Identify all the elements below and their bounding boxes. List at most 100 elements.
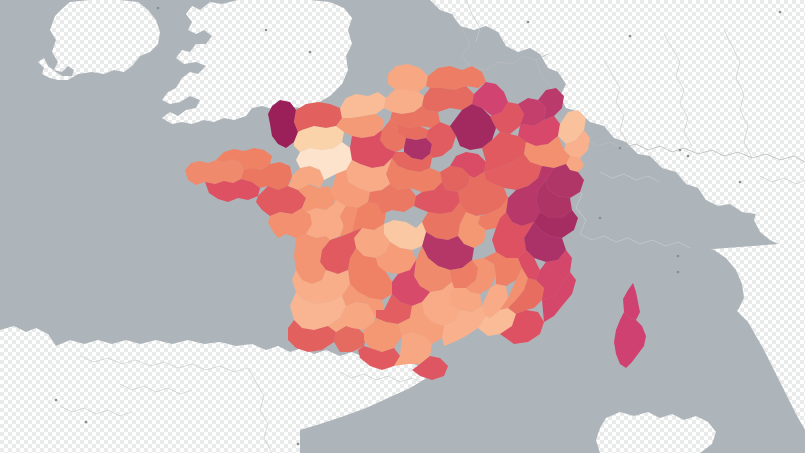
dept-04[interactable] <box>508 278 544 314</box>
dept-17[interactable] <box>294 234 330 284</box>
landmass-continental-europe <box>430 0 805 262</box>
dept-45[interactable] <box>386 158 442 192</box>
dept-02[interactable] <box>422 86 474 112</box>
dept-43[interactable] <box>450 260 478 288</box>
dept-70[interactable] <box>524 136 570 168</box>
dept-46[interactable] <box>392 260 430 306</box>
dept-90[interactable] <box>566 156 584 172</box>
dept-18[interactable] <box>368 184 416 214</box>
dept-48[interactable] <box>450 288 482 312</box>
dept-08[interactable] <box>472 82 508 116</box>
dept-14[interactable] <box>294 102 342 132</box>
dept-31[interactable] <box>364 318 402 352</box>
dept-41[interactable] <box>346 158 392 192</box>
dept-69[interactable] <box>478 198 508 230</box>
dept-38[interactable] <box>492 212 534 258</box>
landmass-great-britain <box>162 0 352 124</box>
dept-06b[interactable] <box>542 272 576 322</box>
dept-23[interactable] <box>384 220 426 250</box>
departments-group[interactable] <box>185 64 646 380</box>
dept-65[interactable] <box>334 326 366 352</box>
coastal-land-detail <box>596 200 805 453</box>
dept-25[interactable] <box>546 164 584 198</box>
dept-40[interactable] <box>290 292 346 330</box>
dept-07[interactable] <box>466 258 496 294</box>
dept-33[interactable] <box>292 270 350 304</box>
dept-53[interactable] <box>288 166 324 190</box>
dept-15[interactable] <box>414 246 452 292</box>
dept-22[interactable] <box>216 148 272 170</box>
dept-32[interactable] <box>328 302 376 332</box>
dept-2A[interactable] <box>614 312 646 368</box>
dept-87[interactable] <box>354 224 390 258</box>
dept-76[interactable] <box>340 92 386 118</box>
dept-88[interactable] <box>518 116 560 146</box>
dept-42[interactable] <box>458 212 486 248</box>
dept-19[interactable] <box>376 242 416 274</box>
landmass-ireland <box>38 0 160 80</box>
dept-47[interactable] <box>342 284 384 318</box>
dept-51[interactable] <box>450 104 496 150</box>
dept-56[interactable] <box>205 179 260 202</box>
dept-84[interactable] <box>500 268 528 310</box>
dept-95[interactable] <box>398 124 428 140</box>
dept-81[interactable] <box>398 302 444 344</box>
dept-26[interactable] <box>484 252 522 286</box>
dept-05[interactable] <box>506 250 540 280</box>
dept-67[interactable] <box>558 110 586 144</box>
dept-63[interactable] <box>422 232 474 270</box>
dept-59[interactable] <box>426 66 486 90</box>
dept-50[interactable] <box>268 100 298 148</box>
dept-61[interactable] <box>294 126 344 152</box>
dept-03[interactable] <box>422 202 466 240</box>
dept-28[interactable] <box>350 130 396 168</box>
dept-06[interactable] <box>536 250 572 300</box>
dept-16[interactable] <box>320 228 362 274</box>
dept-34[interactable] <box>442 306 486 346</box>
dept-13[interactable] <box>478 308 516 336</box>
dept-55[interactable] <box>490 102 524 134</box>
dept-57[interactable] <box>538 88 564 120</box>
dept-11[interactable] <box>394 332 432 366</box>
dept-35[interactable] <box>241 162 292 190</box>
dept-77[interactable] <box>426 122 456 158</box>
dept-83[interactable] <box>500 310 544 344</box>
dept-74[interactable] <box>534 210 578 238</box>
dept-80[interactable] <box>384 88 424 114</box>
dept-60[interactable] <box>390 106 440 128</box>
dept-58[interactable] <box>414 182 460 214</box>
dept-86[interactable] <box>336 200 358 236</box>
dept-30[interactable] <box>482 284 508 318</box>
dept-24[interactable] <box>348 248 392 300</box>
dept-37[interactable] <box>330 170 370 208</box>
dept-49[interactable] <box>298 184 336 212</box>
dept-78[interactable] <box>380 120 406 152</box>
dept-62[interactable] <box>388 64 428 92</box>
dept-66[interactable] <box>412 356 448 380</box>
dept-09[interactable] <box>358 346 400 370</box>
dept-27[interactable] <box>336 114 384 138</box>
dept-54[interactable] <box>518 98 546 126</box>
dept-82[interactable] <box>376 294 412 324</box>
dept-39[interactable] <box>536 180 572 218</box>
dept-68[interactable] <box>564 130 590 158</box>
dept-75[interactable] <box>404 138 432 160</box>
dept-89[interactable] <box>440 166 470 192</box>
dept-21[interactable] <box>484 154 542 190</box>
dept-64[interactable] <box>288 320 336 352</box>
dept-01[interactable] <box>506 166 554 226</box>
dept-79[interactable] <box>306 200 346 240</box>
dept-91[interactable] <box>392 152 432 172</box>
dept-71[interactable] <box>458 172 508 216</box>
dept-10[interactable] <box>450 152 486 178</box>
dept-12[interactable] <box>422 282 460 326</box>
dept-72[interactable] <box>296 142 352 180</box>
dept-29[interactable] <box>185 159 244 185</box>
dept-85[interactable] <box>268 208 312 238</box>
dept-52[interactable] <box>482 132 526 172</box>
dept-44[interactable] <box>256 186 306 216</box>
dept-2B[interactable] <box>623 283 640 320</box>
dept-73[interactable] <box>524 222 566 262</box>
